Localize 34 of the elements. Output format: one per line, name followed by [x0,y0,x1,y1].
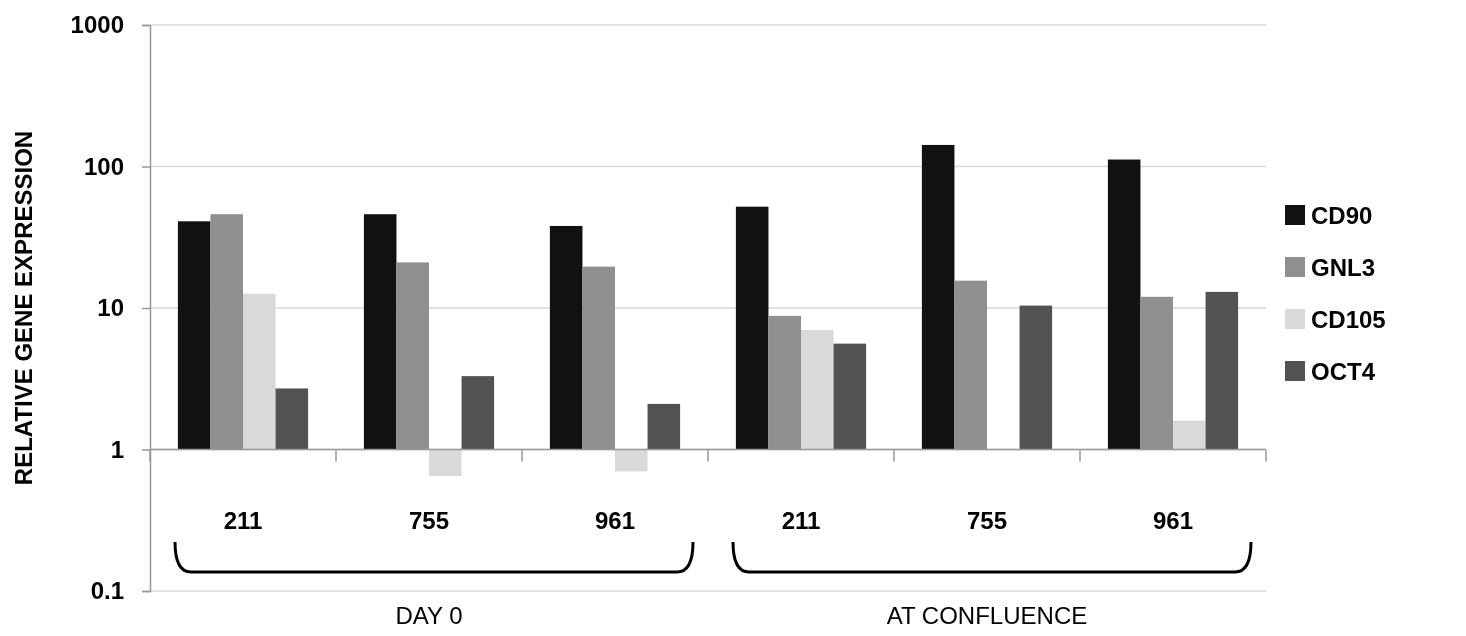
x-tick-label: 211 [781,507,821,534]
text: AT CONFLUENCE [886,602,1088,629]
bar [1107,159,1141,450]
bar [921,144,955,450]
x-tick-label: 755 [408,507,450,534]
x-tick-label: 961 [1152,507,1194,534]
x-tick-label: 755 [966,507,1008,534]
bar [615,449,648,472]
bar [549,225,583,450]
x-tick-label: 961 [594,507,636,534]
y-tick-label: 100 [83,152,124,180]
legend-label: CD90 [1311,202,1373,229]
legend-label: CD105 [1311,306,1386,333]
bar [833,343,867,450]
bar [177,221,211,450]
bar [735,206,769,450]
y-axis-title: RELATIVE GENE EXPRESSION [10,130,37,486]
y-tick-label: 10 [97,294,124,322]
bar [1173,420,1206,450]
y-tick-label: 1000 [70,11,124,39]
text: DAY 0 [395,602,463,629]
bar [275,388,309,450]
y-tick-label: 0.1 [90,577,124,605]
bar [647,403,681,450]
x-tick-label: 211 [223,507,263,534]
bar [1019,305,1053,450]
bar [1205,291,1239,450]
bar [429,449,462,476]
legend-label: GNL3 [1311,254,1376,281]
bar [363,214,397,450]
legend-label: OCT4 [1311,358,1376,385]
y-tick-label: 1 [110,435,124,463]
bar [801,329,834,450]
bar [461,376,495,450]
